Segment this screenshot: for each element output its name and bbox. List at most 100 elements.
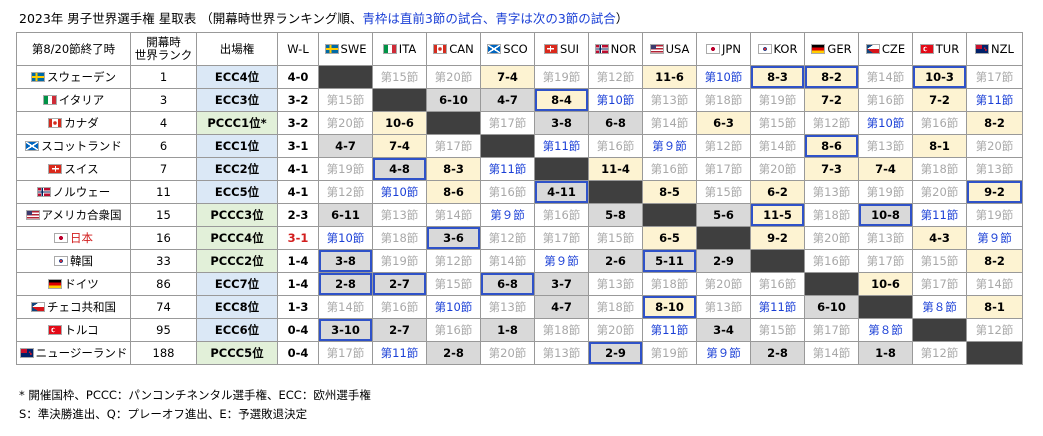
scheduled-match-cell: 第13節 (534, 341, 589, 365)
loss-result-cell: 3-8 (534, 111, 589, 135)
win-result-cell: 8-3 (750, 65, 805, 89)
win-result-cell: 8-3 (426, 157, 481, 181)
scheduled-match-cell: 第19節 (642, 341, 697, 365)
flag-germany-icon (48, 279, 63, 289)
table-row: 日本 16 PCCC4位 3-1 第10節 第18節 3-6 第12節 第17節 第15節 6-5 9… (16, 226, 1023, 250)
next-match-cell: 第10節 (588, 88, 643, 112)
self-match-cell (804, 272, 859, 296)
flag-new-zealand-icon (975, 44, 990, 54)
scheduled-match-cell: 第14節 (804, 341, 859, 365)
next-match-cell: 第11節 (912, 203, 967, 227)
flag-italy-icon (42, 95, 57, 105)
scheduled-match-cell: 第20節 (426, 65, 481, 89)
team-name: 日本 (70, 231, 93, 245)
column-header-jpn: JPN (696, 32, 751, 66)
team-name-cell: スウェーデン (16, 65, 131, 89)
win-loss: 3-2 (277, 111, 319, 135)
scheduled-match-cell: 第16節 (372, 295, 427, 319)
flag-usa-icon (649, 44, 664, 54)
loss-result-cell: 4-7 (318, 134, 373, 158)
team-name-cell: トルコ (16, 318, 131, 342)
scheduled-match-cell: 第13節 (858, 226, 913, 250)
qualification: PCCC2位 (196, 249, 278, 273)
scheduled-match-cell: 第12節 (966, 318, 1023, 342)
flag-japan-icon (706, 44, 721, 54)
qualification: ECC1位 (196, 134, 278, 158)
column-header-kor: KOR (750, 32, 805, 66)
column-code: ITA (398, 42, 417, 56)
flag-usa-icon (25, 210, 40, 220)
world-rank: 188 (130, 341, 197, 365)
self-match-cell (588, 180, 643, 204)
qualification: ECC2位 (196, 157, 278, 181)
win-loss: 0-4 (277, 341, 319, 365)
scheduled-match-cell: 第15節 (372, 65, 427, 89)
next-match-cell: 第10節 (426, 295, 481, 319)
win-result-cell: 7-3 (804, 157, 859, 181)
loss-result-cell: 6-10 (426, 88, 481, 112)
scheduled-match-cell: 第20節 (804, 226, 859, 250)
table-body: スウェーデン 1 ECC4位 4-0 第15節 第20節 7-4 第19節 第12節 11-6 第1… (16, 65, 1023, 365)
scheduled-match-cell: 第13節 (480, 295, 535, 319)
flag-turkey-icon (919, 44, 934, 54)
column-header-nzl: NZL (966, 32, 1023, 66)
header-wl: W-L (277, 32, 319, 66)
win-loss: 4-0 (277, 65, 319, 89)
header-rank-text: 開幕時 世界ランク (134, 35, 193, 62)
next-match-cell: 第９節 (534, 249, 589, 273)
qualification: ECC6位 (196, 318, 278, 342)
flag-sweden-icon (324, 44, 339, 54)
scheduled-match-cell: 第19節 (318, 157, 373, 181)
scheduled-match-cell: 第20節 (588, 318, 643, 342)
scheduled-match-cell: 第12節 (588, 65, 643, 89)
next-match-cell: 第10節 (858, 111, 913, 135)
scheduled-match-cell: 第13節 (804, 180, 859, 204)
world-rank: 1 (130, 65, 197, 89)
next-match-cell: 第８節 (858, 318, 913, 342)
column-code: GER (827, 42, 852, 56)
win-result-cell: 7-4 (372, 134, 427, 158)
team-name: アメリカ合衆国 (41, 208, 122, 222)
column-header-can: CAN (426, 32, 481, 66)
scheduled-match-cell: 第18節 (696, 88, 751, 112)
header-rank: 開幕時 世界ランク (130, 32, 197, 66)
next-match-cell: 第11節 (480, 157, 535, 181)
next-match-cell: 第11節 (966, 88, 1023, 112)
next-match-cell: 第11節 (534, 134, 589, 158)
table-row: スイス 7 ECC2位 4-1 第19節 4-8 8-3 第11節 11-4 第16節 第17節 第2… (16, 157, 1023, 181)
win-result-cell: 7-4 (858, 157, 913, 181)
win-result-cell: 7-4 (480, 65, 535, 89)
win-result-cell: 8-6 (426, 180, 481, 204)
win-result-cell: 10-3 (912, 65, 967, 89)
column-code: TUR (935, 42, 960, 56)
loss-result-cell: 1-8 (858, 341, 913, 365)
team-name: ノルウェー (52, 185, 111, 199)
qualification: ECC5位 (196, 180, 278, 204)
win-result-cell: 8-1 (966, 295, 1023, 319)
scheduled-match-cell: 第15節 (696, 180, 751, 204)
self-match-cell (912, 318, 967, 342)
scheduled-match-cell: 第18節 (804, 203, 859, 227)
next-match-cell: 第11節 (750, 295, 805, 319)
loss-result-cell: 3-10 (318, 318, 373, 342)
flag-switzerland-icon (48, 164, 63, 174)
qualification: ECC4位 (196, 65, 278, 89)
scheduled-match-cell: 第20節 (912, 180, 967, 204)
scheduled-match-cell: 第16節 (858, 88, 913, 112)
team-name-cell: イタリア (16, 88, 131, 112)
flag-germany-icon (811, 44, 826, 54)
scheduled-match-cell: 第19節 (858, 180, 913, 204)
table-row: トルコ 95 ECC6位 0-4 3-10 2-7 第16節 1-8 第18節 第20節 第11節 3… (16, 318, 1023, 342)
scheduled-match-cell: 第13節 (642, 88, 697, 112)
win-result-cell: 8-10 (642, 295, 697, 319)
column-header-swe: SWE (318, 32, 373, 66)
column-code: JPN (722, 42, 741, 56)
column-header-sco: SCO (480, 32, 535, 66)
scheduled-match-cell: 第17節 (804, 318, 859, 342)
flag-korea-icon (757, 44, 772, 54)
qualification: PCCC3位 (196, 203, 278, 227)
scheduled-match-cell: 第15節 (750, 111, 805, 135)
scheduled-match-cell: 第20節 (750, 157, 805, 181)
flag-switzerland-icon (543, 44, 558, 54)
team-name: トルコ (64, 323, 99, 337)
